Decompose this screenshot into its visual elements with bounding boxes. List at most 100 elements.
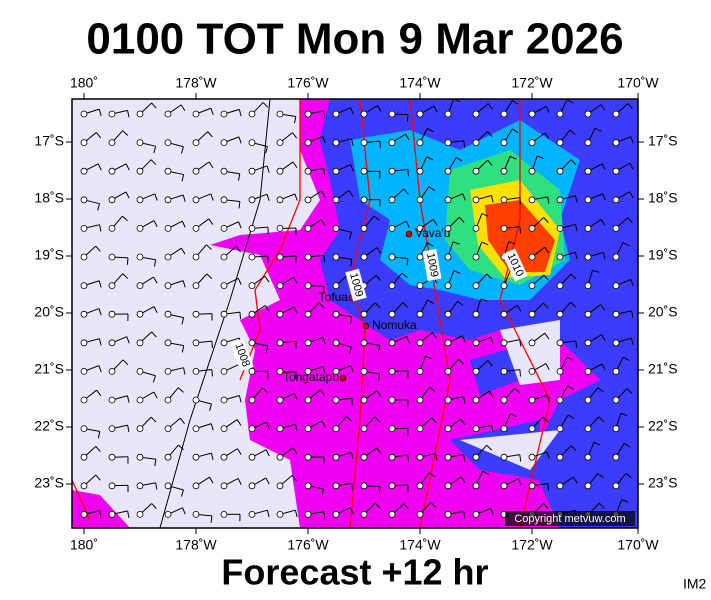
barb-flag <box>266 510 270 518</box>
barb-flag <box>600 304 606 311</box>
barb-station <box>332 139 340 147</box>
barb-flag <box>630 136 634 144</box>
barb-station <box>584 339 592 347</box>
barb-station <box>584 282 592 290</box>
barb-flag <box>490 337 494 345</box>
barb-flag <box>631 310 634 318</box>
barb-station <box>444 282 452 290</box>
barb-flag <box>292 132 298 139</box>
barb-flag <box>431 332 437 339</box>
barb-station <box>584 253 592 261</box>
barb-station <box>164 139 172 147</box>
barb-flag <box>546 451 550 459</box>
lat-label-right: 17˚S <box>648 133 678 149</box>
barb-station <box>164 167 172 175</box>
barb-station <box>388 110 396 118</box>
barb-station <box>220 139 228 147</box>
barb-station <box>136 339 144 347</box>
barb-flag <box>293 306 298 314</box>
barb-flag <box>239 312 242 320</box>
barb-station <box>556 196 564 204</box>
barb-flag <box>569 129 576 135</box>
barb-flag <box>566 356 574 361</box>
barb-flag <box>181 489 184 497</box>
barb-flag <box>378 486 381 494</box>
barb-station <box>80 339 88 347</box>
barb-flag <box>152 375 156 383</box>
barb-station <box>360 253 368 261</box>
barb-flag <box>405 220 410 228</box>
barb-station <box>80 196 88 204</box>
barb-station <box>220 224 228 232</box>
barb-station <box>556 482 564 490</box>
barb-station <box>332 367 340 375</box>
barb-station <box>136 110 144 118</box>
barb-flag <box>627 103 633 110</box>
barb-flag <box>401 272 408 278</box>
barb-station <box>584 310 592 318</box>
barb-station <box>472 139 480 147</box>
barb-station <box>332 511 340 518</box>
barb-station <box>584 367 592 375</box>
barb-flag <box>350 259 353 267</box>
barb-flag <box>153 276 158 284</box>
barb-station <box>444 339 452 347</box>
caption: Forecast +12 hr <box>221 552 488 593</box>
barb-flag <box>127 425 130 433</box>
barb-station <box>360 167 368 175</box>
lat-label-left: 20˚S <box>34 304 64 320</box>
barb-flag <box>153 259 157 267</box>
barb-station <box>304 224 312 232</box>
barb-station <box>192 282 200 290</box>
barb-flag <box>574 252 578 260</box>
barb-station <box>220 396 228 404</box>
barb-flag <box>597 387 604 393</box>
barb-flag <box>567 414 575 420</box>
barb-station <box>388 396 396 404</box>
lat-label-right: 19˚S <box>648 247 678 263</box>
barb-station <box>192 196 200 204</box>
barb-station <box>472 282 480 290</box>
barb-station <box>304 367 312 375</box>
place-label: Vava'u <box>415 226 450 240</box>
barb-station <box>584 396 592 404</box>
barb-flag <box>487 159 493 166</box>
barb-station <box>80 139 88 147</box>
barb-flag <box>320 190 326 198</box>
barb-station <box>108 453 116 461</box>
barb-station <box>416 139 424 147</box>
lon-label-bottom: 178˚W <box>175 537 217 553</box>
barb-station <box>528 482 536 490</box>
barb-flag <box>490 508 494 515</box>
barb-flag <box>491 425 494 433</box>
barb-flag <box>405 133 410 141</box>
barb-station <box>220 482 228 490</box>
barb-flag <box>435 453 438 461</box>
place-label: Tongatapu <box>283 370 339 384</box>
barb-station <box>192 482 200 490</box>
barb-station <box>444 425 452 433</box>
barb-station <box>192 367 200 375</box>
isobar-label-box <box>345 268 367 302</box>
barb-flag <box>480 298 488 302</box>
lon-label-top: 174˚W <box>399 75 441 91</box>
barb-station <box>80 167 88 175</box>
title: 0100 TOT Mon 9 Mar 2026 <box>86 15 623 64</box>
barb-station <box>136 396 144 404</box>
barb-station <box>416 367 424 375</box>
barb-flag <box>406 336 410 344</box>
barb-flag <box>509 413 517 418</box>
barb-flag <box>210 108 214 116</box>
barb-station <box>108 139 116 147</box>
barb-station <box>136 167 144 175</box>
barb-flag <box>487 103 493 110</box>
barb-flag <box>122 273 129 279</box>
barb-station <box>416 310 424 318</box>
barb-station <box>612 196 620 204</box>
barb-flag <box>181 220 186 228</box>
barb-station <box>332 425 340 433</box>
barb-flag <box>95 132 102 139</box>
place-label: Tofua <box>319 290 349 304</box>
barb-flag <box>238 136 242 144</box>
barb-station <box>80 453 88 461</box>
